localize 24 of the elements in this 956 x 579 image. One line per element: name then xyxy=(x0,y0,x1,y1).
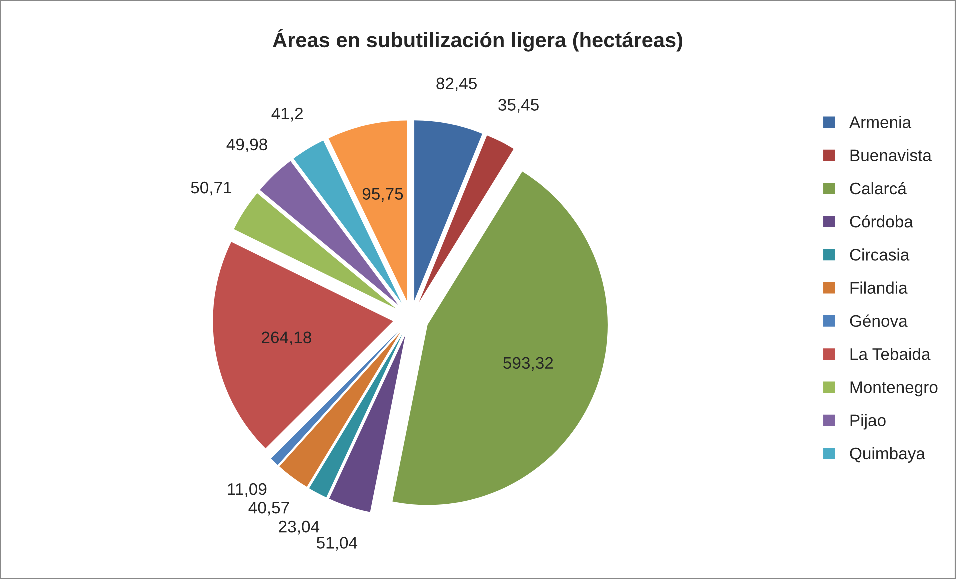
legend-label: Génova xyxy=(850,314,908,328)
data-label: 264,18 xyxy=(262,332,312,346)
data-label: 23,04 xyxy=(279,520,320,535)
legend-label: Córdoba xyxy=(850,215,914,228)
data-label: 50,71 xyxy=(191,182,232,196)
data-label: 40,57 xyxy=(248,502,290,516)
legend-label: Montenegro xyxy=(850,382,938,397)
legend-label: Quimbaya xyxy=(850,447,926,463)
data-label: 35,45 xyxy=(498,99,539,113)
legend-label: La Tebaida xyxy=(850,348,931,360)
chart-title: Áreas en subutilización ligera (hectáreas) xyxy=(273,28,682,52)
data-label: 95,75 xyxy=(362,188,404,202)
legend-label: Circasia xyxy=(850,248,910,261)
data-label: 593,32 xyxy=(504,357,554,372)
data-label: 41,2 xyxy=(272,108,303,122)
legend-label: Armenia xyxy=(850,116,912,128)
data-label: 49,98 xyxy=(226,138,268,153)
legend-label: Buenavista xyxy=(850,149,932,162)
legend-label: Calarcá xyxy=(850,182,907,195)
data-label: 51,04 xyxy=(316,537,358,551)
legend-label: Pijao xyxy=(850,414,886,430)
data-label: 11,09 xyxy=(228,483,267,498)
legend-label: Filandia xyxy=(850,282,908,294)
data-label: 82,45 xyxy=(436,78,477,92)
